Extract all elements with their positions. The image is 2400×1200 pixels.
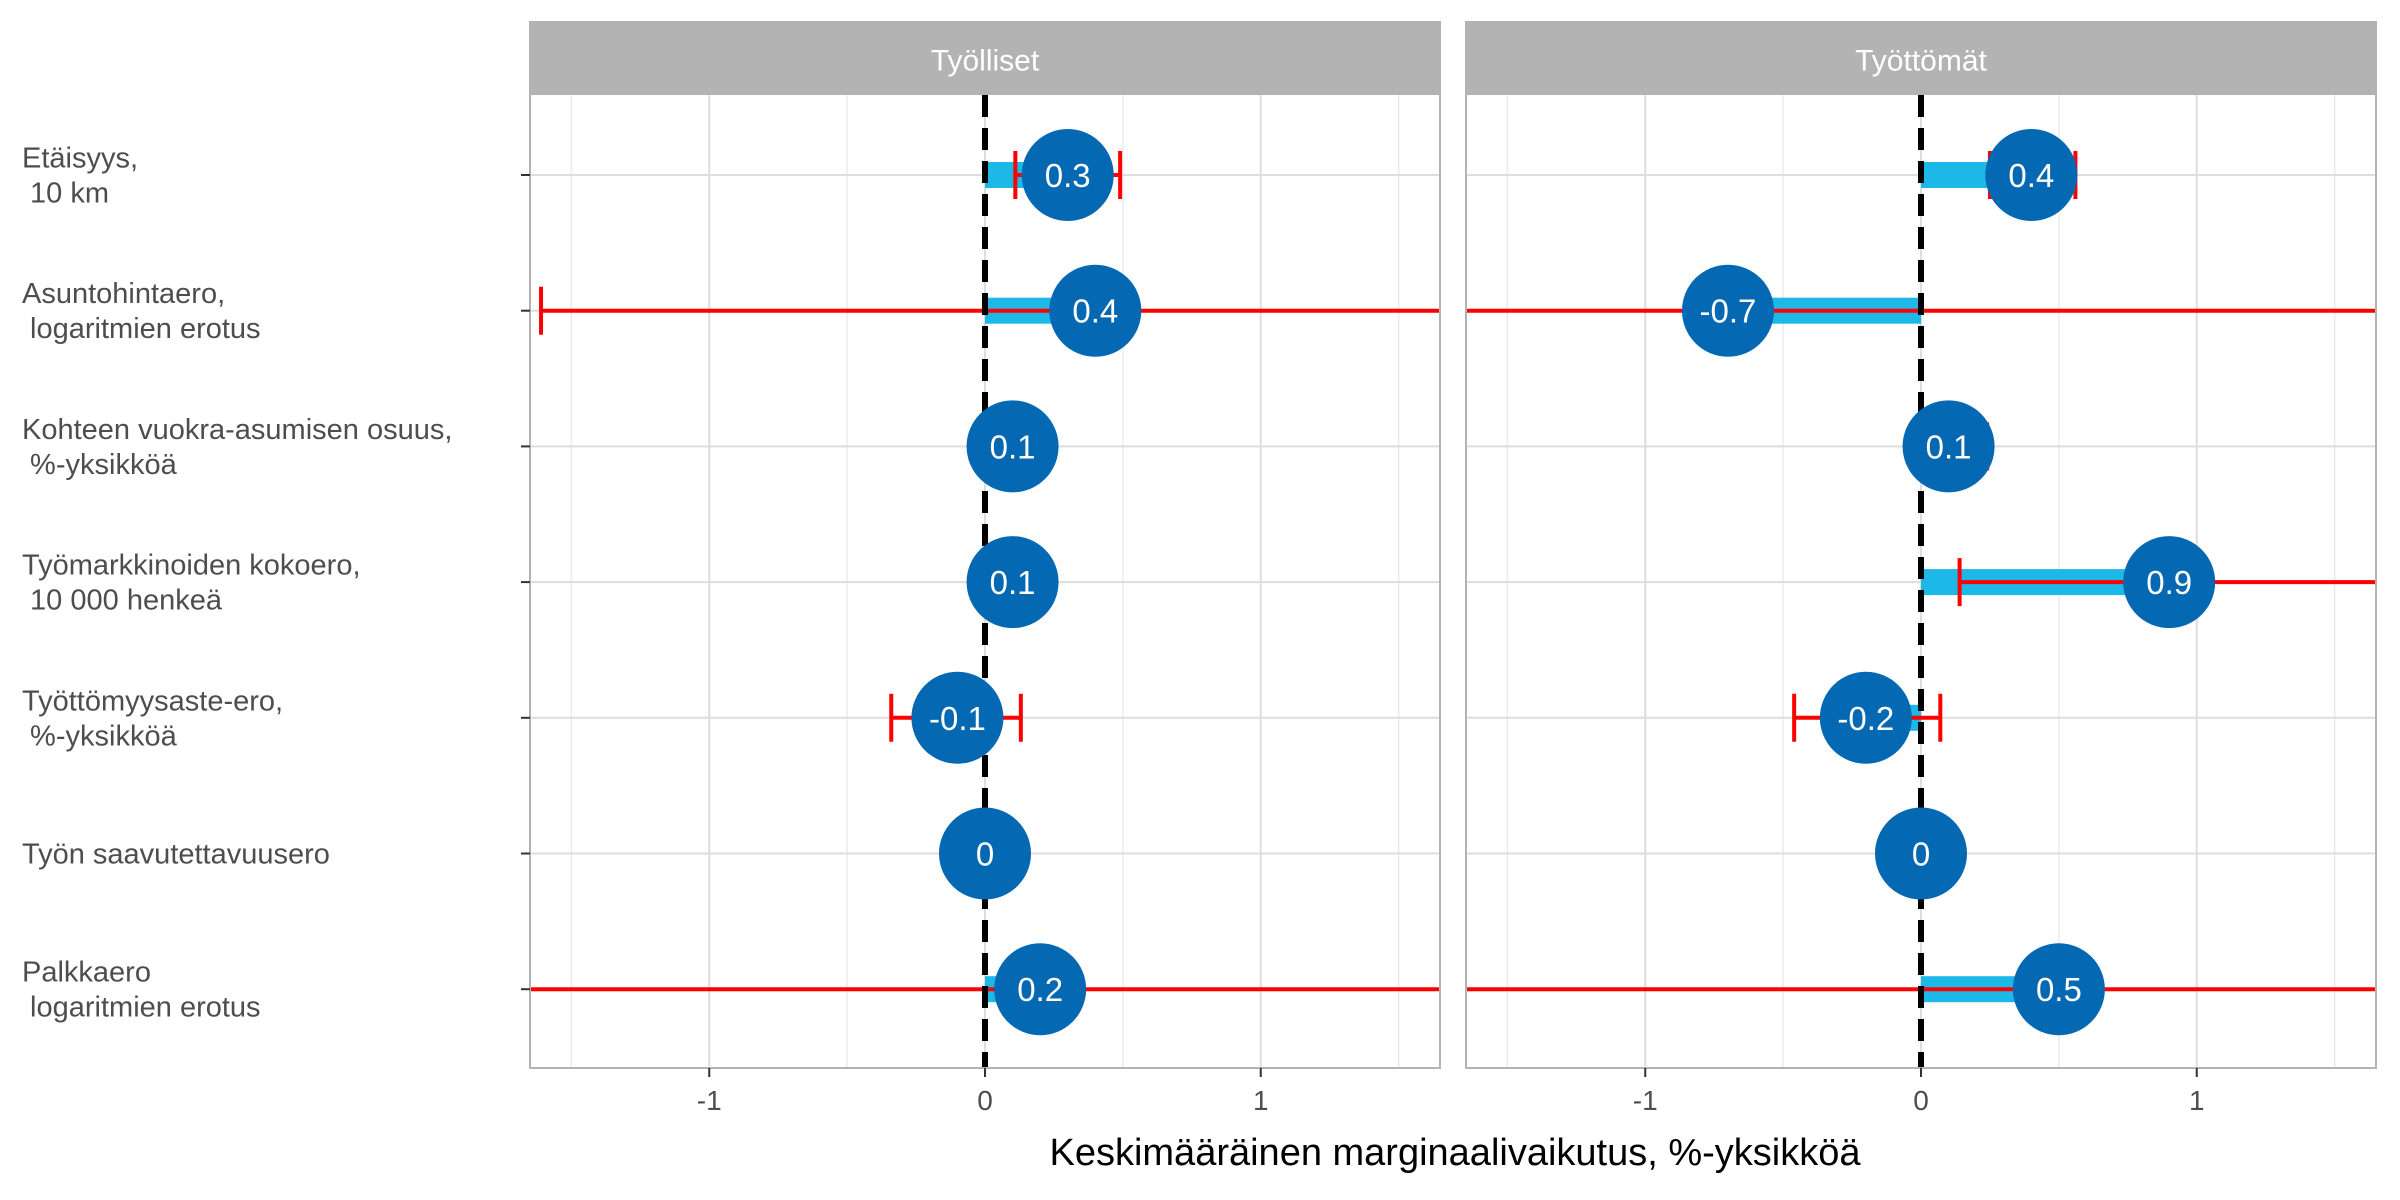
x-axis-title: Keskimääräinen marginaalivaikutus, %-yks… [1049, 1132, 1861, 1174]
data-label: 0.3 [1045, 157, 1091, 194]
data-label: 0.2 [1017, 971, 1063, 1008]
data-point [966, 536, 1059, 629]
data-label: 0.4 [2008, 157, 2054, 194]
category-label-line: logaritmien erotus [22, 992, 261, 1024]
category-label-line: 10 000 henkeä [22, 585, 223, 617]
category-label: Työmarkkinoiden kokoero, 10 000 henkeä [22, 550, 361, 617]
category-label: Työttömyysaste-ero, %-yksikköä [22, 685, 283, 752]
category-label-line: 10 km [22, 178, 109, 210]
category-label-line: Asuntohintaero, [22, 278, 225, 310]
data-label: 0.5 [2036, 971, 2082, 1008]
category-label-line: Työn saavutettavuusero [22, 839, 330, 871]
data-label: -0.7 [1700, 293, 1757, 330]
data-label: 0.1 [990, 564, 1036, 601]
category-label-line: logaritmien erotus [22, 313, 261, 345]
data-point [1681, 264, 1774, 357]
x-tick-label: 0 [1913, 1085, 1929, 1116]
data-label: -0.1 [929, 700, 986, 737]
x-tick-label: -1 [1633, 1085, 1658, 1116]
data-label: 0.1 [1926, 428, 1972, 465]
data-label: 0.1 [990, 428, 1036, 465]
category-label: Palkkaero logaritmien erotus [22, 957, 261, 1024]
panel-1: Työlliset 0.3 0.4 0.1 0.1 -0.1 0 0.2 -1 0 1 [521, 21, 1441, 1116]
data-label: 0 [1912, 836, 1930, 873]
data-point [2012, 943, 2105, 1036]
facet-title: Työlliset [931, 45, 1040, 78]
data-point [994, 943, 1087, 1036]
data-point [966, 400, 1059, 493]
data-point [1049, 264, 1142, 357]
data-label: -0.2 [1837, 700, 1894, 737]
category-label: Kohteen vuokra-asumisen osuus, %-yksikkö… [22, 414, 452, 481]
x-tick-label: -1 [697, 1085, 722, 1116]
data-label: 0.9 [2146, 564, 2192, 601]
x-tick-label: 0 [977, 1085, 993, 1116]
facet-strip [530, 22, 1440, 95]
category-labels: Etäisyys, 10 km Asuntohintaero, logaritmi… [22, 143, 452, 1024]
data-label: 0.4 [1072, 293, 1118, 330]
category-label-line: Palkkaero [22, 957, 151, 989]
data-point [1985, 129, 2078, 221]
category-label: Työn saavutettavuusero [22, 839, 330, 871]
data-point [1902, 400, 1995, 493]
category-label-line: Työttömyysaste-ero, [22, 685, 283, 717]
x-tick-label: 1 [1253, 1085, 1269, 1116]
facet-title: Työttömät [1855, 45, 1987, 78]
data-point [911, 671, 1004, 764]
category-label: Asuntohintaero, logaritmien erotus [22, 278, 261, 345]
x-tick-label: 1 [2189, 1085, 2205, 1116]
facet-strip [1466, 22, 2376, 95]
data-label: 0 [976, 836, 994, 873]
category-label-line: %-yksikköä [22, 449, 178, 481]
category-label-line: %-yksikköä [22, 720, 178, 752]
data-point [2123, 536, 2216, 629]
category-label-line: Etäisyys, [22, 143, 138, 175]
data-point [1875, 807, 1967, 900]
data-point [1819, 671, 1912, 764]
data-point [939, 807, 1031, 900]
data-point [1021, 129, 1114, 221]
category-label-line: Työmarkkinoiden kokoero, [22, 550, 361, 582]
category-label: Etäisyys, 10 km [22, 143, 138, 210]
category-label-line: Kohteen vuokra-asumisen osuus, [22, 414, 452, 446]
panel-2: Työttömät 0.4 -0.7 0.1 0.9 -0.2 0 0.5 -1 0 1 [1465, 21, 2377, 1116]
